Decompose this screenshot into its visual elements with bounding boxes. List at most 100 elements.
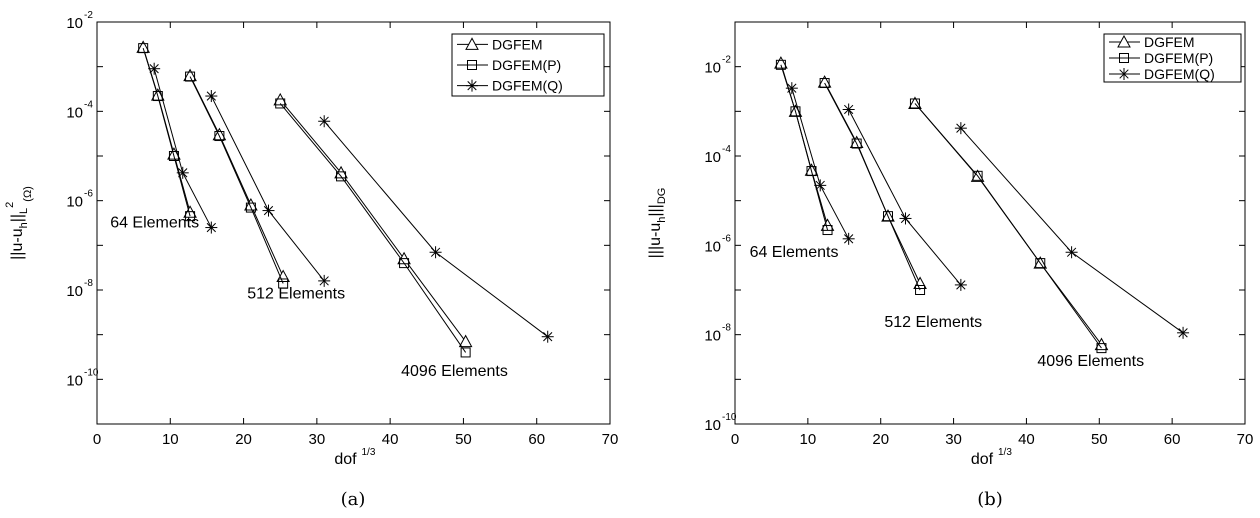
- data-point: [275, 98, 286, 109]
- data-point: [458, 334, 473, 348]
- legend-entry: DGFEM(P): [492, 57, 561, 73]
- y-axis-label-part: DG: [656, 188, 668, 205]
- y-tick-exponent: -8: [722, 323, 731, 334]
- y-tick-label: 10: [66, 372, 83, 389]
- star-stroke: [787, 83, 797, 93]
- series-line: [279, 103, 467, 353]
- legend-marker: [466, 79, 478, 92]
- y-tick-exponent: -2: [722, 55, 731, 66]
- data-point: [138, 43, 149, 54]
- star-stroke: [844, 234, 854, 244]
- y-tick-exponent: -4: [84, 99, 93, 110]
- y-tick-exponent: -6: [84, 189, 93, 200]
- series-line: [780, 64, 829, 231]
- annotation-label: 512 Elements: [884, 314, 982, 331]
- data-point: [205, 90, 218, 103]
- y-axis-label-part: ||: [9, 214, 26, 222]
- data-point: [1065, 246, 1078, 259]
- legend-marker: [467, 60, 477, 70]
- x-tick-label: 60: [528, 431, 545, 448]
- data-point: [851, 138, 862, 149]
- x-tick-label: 40: [382, 431, 399, 448]
- y-axis-label-part: h: [18, 222, 30, 228]
- data-point: [541, 330, 554, 343]
- x-axis-label: dof: [334, 451, 357, 468]
- data-point: [176, 166, 189, 179]
- star-stroke: [319, 116, 329, 126]
- x-tick-label: 40: [1018, 431, 1035, 448]
- series-line: [914, 103, 1102, 349]
- data-point: [842, 232, 855, 245]
- y-axis-label-part: (Ω): [22, 186, 34, 202]
- y-axis-label-part: 2: [4, 202, 16, 208]
- plot-area: [734, 21, 1246, 425]
- series-dgfemq: [148, 62, 554, 343]
- data-point: [185, 71, 196, 82]
- star-stroke: [206, 222, 216, 233]
- legend-entry: DGFEM: [1144, 34, 1195, 50]
- data-point: [148, 62, 161, 75]
- data-point: [244, 197, 258, 211]
- data-point: [899, 212, 912, 225]
- y-tick-label: 10: [704, 60, 721, 77]
- series-line: [824, 82, 921, 291]
- star-stroke: [543, 332, 553, 342]
- star-stroke: [956, 123, 966, 133]
- data-point: [399, 258, 410, 269]
- data-point: [819, 78, 830, 89]
- star-stroke: [319, 276, 329, 286]
- star-stroke: [206, 91, 216, 101]
- star-stroke: [815, 180, 825, 191]
- x-tick-label: 70: [1237, 431, 1254, 448]
- data-point: [909, 98, 920, 109]
- data-point: [460, 347, 471, 358]
- star-stroke: [178, 168, 188, 178]
- y-tick-exponent: -6: [722, 233, 731, 244]
- star-stroke: [844, 104, 854, 115]
- data-point: [790, 106, 801, 117]
- annotation-label: 512 Elements: [247, 285, 345, 302]
- y-tick-label: 10: [66, 104, 83, 121]
- plot-area: [96, 21, 611, 425]
- series-line: [824, 81, 921, 284]
- y-tick-exponent: -2: [84, 10, 93, 21]
- y-tick-label: 10: [66, 194, 83, 211]
- panel-caption: (b): [977, 489, 1003, 510]
- data-point: [954, 122, 967, 135]
- data-point: [972, 170, 983, 181]
- series-line: [960, 127, 1184, 334]
- data-point: [214, 131, 225, 142]
- series-line: [210, 95, 325, 282]
- data-point: [842, 103, 855, 116]
- star-stroke: [1066, 247, 1077, 257]
- y-tick-label: 10: [704, 149, 721, 166]
- series-line: [189, 75, 284, 277]
- x-tick-label: 0: [93, 431, 101, 448]
- x-axis-label: dof: [971, 451, 994, 468]
- x-tick-label: 20: [235, 431, 252, 448]
- star-stroke: [956, 280, 966, 290]
- star-stroke: [900, 213, 911, 224]
- star-stroke: [149, 64, 159, 74]
- annotation-label: 4096 Elements: [401, 363, 508, 380]
- x-tick-label: 60: [1164, 431, 1181, 448]
- x-tick-label: 10: [162, 431, 179, 448]
- y-tick-exponent: -10: [84, 367, 99, 378]
- data-point: [245, 202, 256, 213]
- data-point: [152, 91, 163, 102]
- annotation-label: 64 Elements: [750, 244, 839, 261]
- y-tick-label: 10: [704, 238, 721, 255]
- star-stroke: [263, 205, 274, 216]
- y-axis-label-part: h: [656, 217, 668, 223]
- legend-entry: DGFEM(Q): [492, 78, 563, 94]
- series-line: [279, 99, 467, 342]
- annotation-label: 4096 Elements: [1037, 353, 1144, 370]
- data-point: [954, 278, 967, 291]
- y-axis-label: |||u-uh|||DG: [647, 188, 668, 259]
- data-point: [318, 115, 331, 128]
- y-axis-label-part: |||u-u: [647, 223, 664, 259]
